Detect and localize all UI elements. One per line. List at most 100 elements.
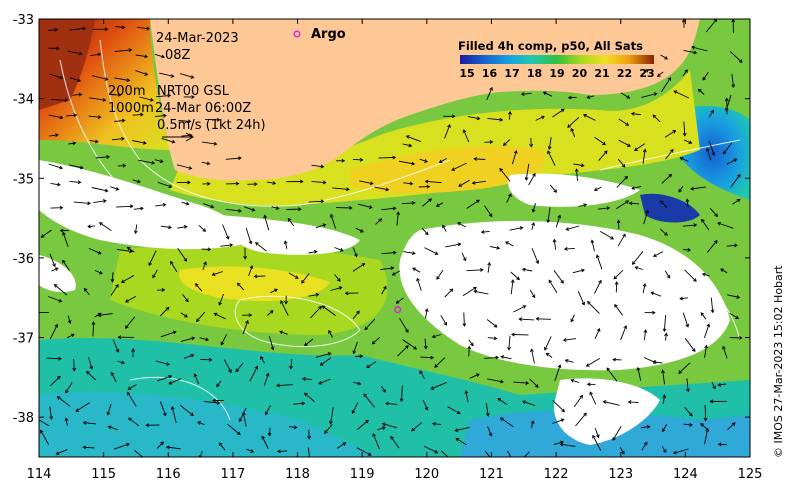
velocity-arrow	[125, 296, 137, 303]
velocity-arrow	[363, 393, 375, 408]
velocity-arrow-head	[717, 221, 722, 226]
velocity-arrow-head	[416, 277, 420, 282]
velocity-arrow-head	[277, 449, 281, 454]
velocity-arrow	[88, 357, 93, 370]
velocity-arrow	[94, 270, 103, 274]
velocity-arrow	[594, 428, 600, 438]
velocity-arrow	[66, 114, 77, 117]
velocity-arrow	[571, 379, 580, 383]
velocity-arrow-head	[237, 431, 241, 436]
velocity-arrow-head	[664, 56, 669, 60]
velocity-arrow	[225, 208, 242, 212]
scale-arrow	[162, 132, 195, 142]
velocity-arrow-head	[243, 255, 248, 260]
velocity-arrow	[243, 206, 255, 212]
velocity-arrow	[97, 313, 113, 316]
velocity-arrow-head	[146, 26, 150, 31]
velocity-arrow	[83, 422, 96, 425]
velocity-arrow	[578, 204, 587, 207]
velocity-arrow	[135, 54, 148, 58]
velocity-arrow-head	[561, 408, 565, 413]
velocity-arrow-head	[91, 321, 96, 325]
velocity-arrow-head	[580, 163, 585, 168]
velocity-arrow-head	[520, 92, 525, 97]
velocity-arrow	[664, 130, 676, 138]
velocity-arrow-head	[351, 410, 356, 414]
velocity-arrow-head	[688, 140, 693, 145]
x-tick-label: 118	[285, 467, 310, 482]
velocity-arrow	[54, 284, 68, 296]
velocity-arrow	[353, 381, 361, 385]
cloud-edge-w	[39, 255, 76, 293]
velocity-arrow	[711, 382, 716, 389]
velocity-arrow-head	[606, 367, 611, 372]
velocity-arrow-head	[145, 423, 150, 428]
velocity-arrow	[445, 243, 461, 248]
velocity-arrow	[664, 270, 671, 279]
velocity-arrow-head	[126, 442, 130, 447]
velocity-arrow-head	[359, 354, 364, 359]
velocity-arrow-head	[34, 417, 37, 420]
y-axis: -33 -34 -35 -36 -37 -38	[13, 13, 750, 426]
velocity-arrow-head	[208, 357, 213, 362]
velocity-arrow	[570, 314, 575, 322]
velocity-arrow-head	[304, 392, 308, 397]
velocity-arrow-head	[40, 234, 45, 238]
velocity-arrow-head	[602, 400, 607, 404]
velocity-arrow-head	[642, 283, 647, 287]
velocity-arrow-head	[616, 219, 621, 224]
velocity-arrow-head	[206, 161, 211, 166]
velocity-arrow	[587, 95, 595, 99]
velocity-arrow	[334, 274, 341, 282]
velocity-arrow	[616, 176, 628, 188]
velocity-arrow-head	[524, 177, 529, 181]
velocity-arrow	[466, 269, 483, 272]
velocity-arrow-head	[248, 240, 253, 245]
velocity-arrow	[463, 312, 465, 327]
velocity-arrow	[560, 443, 576, 447]
velocity-arrow-head	[115, 283, 119, 288]
velocity-arrow-head	[634, 266, 639, 270]
velocity-arrow	[138, 159, 155, 164]
velocity-arrow-head	[560, 108, 565, 113]
velocity-arrow-head	[390, 435, 394, 440]
velocity-arrow-head	[563, 247, 568, 251]
velocity-arrow-head	[165, 306, 170, 311]
velocity-arrow	[487, 337, 497, 340]
velocity-arrow-head	[126, 78, 131, 83]
velocity-arrow-head	[488, 432, 493, 437]
velocity-arrow	[135, 70, 148, 76]
velocity-arrow	[553, 441, 564, 446]
velocity-arrow	[637, 367, 642, 381]
velocity-arrow	[220, 244, 233, 247]
velocity-arrow-head	[87, 224, 91, 229]
velocity-arrow-head	[652, 360, 657, 365]
velocity-arrow-head	[140, 206, 144, 211]
velocity-arrow-head	[673, 90, 678, 94]
velocity-arrow-head	[681, 19, 686, 23]
velocity-arrow-head	[235, 181, 240, 186]
velocity-arrow-head	[280, 300, 284, 304]
velocity-arrow-head	[307, 435, 311, 440]
velocity-arrow	[660, 77, 671, 93]
velocity-arrow	[155, 360, 170, 365]
velocity-arrow-head	[70, 333, 75, 338]
velocity-arrow	[48, 296, 62, 302]
velocity-arrow	[702, 273, 710, 277]
velocity-arrow	[160, 225, 172, 228]
velocity-arrow-head	[245, 319, 249, 324]
velocity-arrow-head	[643, 441, 648, 446]
velocity-arrow-head	[586, 382, 591, 387]
colorbar-tick-label: 16	[482, 67, 498, 80]
velocity-arrow	[444, 288, 453, 298]
velocity-arrow-head	[396, 211, 401, 215]
velocity-arrow	[507, 450, 512, 457]
velocity-arrow-head	[652, 310, 656, 315]
velocity-arrow-head	[424, 406, 429, 411]
velocity-arrow	[399, 317, 409, 333]
velocity-arrow	[661, 446, 667, 453]
velocity-arrow	[73, 359, 75, 371]
velocity-arrow-head	[183, 258, 187, 262]
velocity-arrow	[212, 271, 223, 276]
velocity-arrow	[430, 381, 447, 390]
